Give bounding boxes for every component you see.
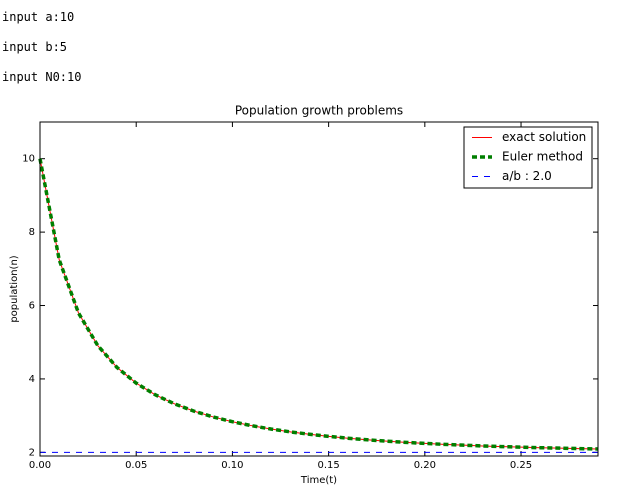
y-tick-label: 10 bbox=[22, 154, 35, 165]
x-axis-label: Time(t) bbox=[300, 475, 337, 486]
y-tick-label: 2 bbox=[29, 447, 35, 458]
y-axis-label: population(n) bbox=[9, 255, 20, 322]
x-tick-label: 0.05 bbox=[125, 460, 147, 471]
legend-label: Euler method bbox=[502, 150, 583, 164]
y-tick-label: 6 bbox=[29, 301, 35, 312]
x-tick-label: 0.15 bbox=[317, 460, 339, 471]
legend-label: a/b : 2.0 bbox=[502, 169, 552, 183]
legend-label: exact solution bbox=[502, 130, 586, 144]
y-tick-label: 4 bbox=[29, 374, 35, 385]
y-tick-label: 8 bbox=[29, 227, 35, 238]
input-line: input a:10 bbox=[2, 10, 75, 24]
series-line bbox=[38, 158, 599, 451]
x-tick-label: 0.10 bbox=[221, 460, 243, 471]
x-tick-label: 0.25 bbox=[510, 460, 532, 471]
x-tick-label: 0.20 bbox=[414, 460, 436, 471]
chart-title: Population growth problems bbox=[235, 104, 403, 118]
series-line bbox=[39, 158, 599, 450]
x-tick-label: 0.00 bbox=[29, 460, 51, 471]
plot-frame bbox=[39, 121, 599, 457]
input-line: input N0:10 bbox=[2, 70, 82, 84]
input-line: input b:5 bbox=[2, 40, 68, 54]
